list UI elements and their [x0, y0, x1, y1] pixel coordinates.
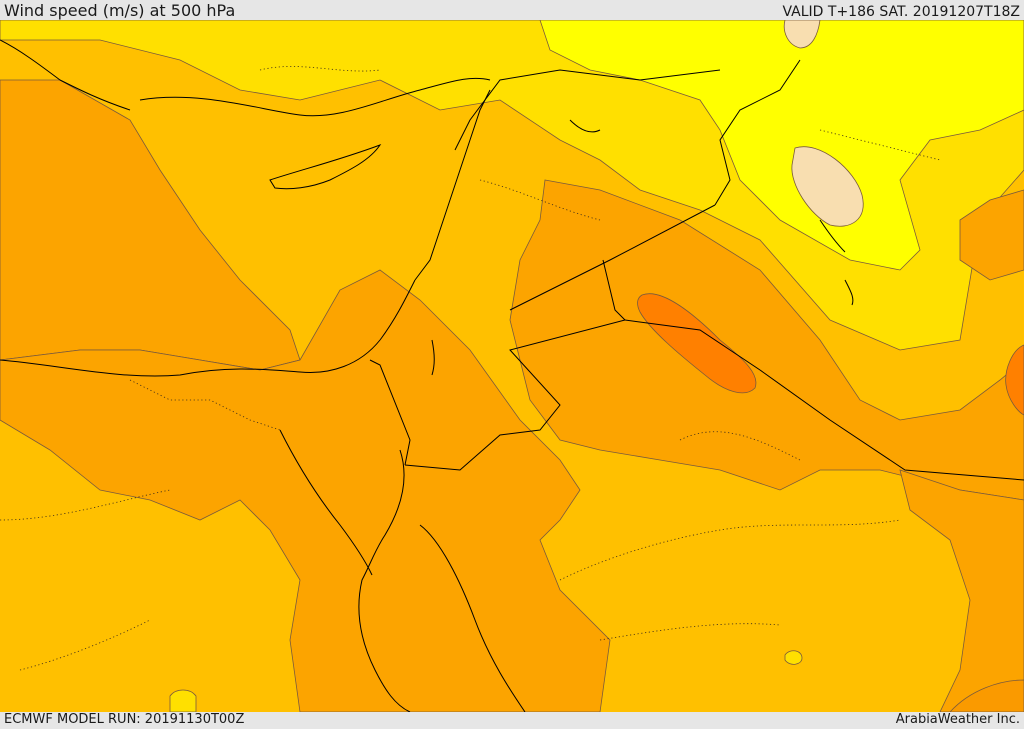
contour-small-ring-egypt [169, 689, 197, 712]
wind-speed-map [0, 20, 1024, 712]
band-lightest-center [791, 146, 864, 227]
coastlines [0, 39, 854, 712]
band-orange-egypt [0, 269, 611, 712]
admin-boundaries [0, 66, 941, 671]
footer-bar: ECMWF MODEL RUN: 20191130T00Z ArabiaWeat… [0, 712, 1024, 729]
band-orange-dark-east [1005, 344, 1024, 416]
band-yellow-bright [539, 20, 1024, 271]
valid-time-label: VALID T+186 SAT. 20191207T18Z [782, 4, 1020, 20]
contour-small-ring-south [784, 650, 803, 665]
map-title: Wind speed (m/s) at 500 hPa [4, 1, 236, 20]
band-orange-southeast [899, 469, 1024, 712]
band-lightest-north [783, 20, 821, 49]
borders [369, 59, 1024, 481]
map-canvas [0, 20, 1024, 712]
credit-label: ArabiaWeather Inc. [895, 712, 1020, 727]
model-run-label: ECMWF MODEL RUN: 20191130T00Z [4, 712, 245, 727]
band-orange-east [959, 189, 1024, 281]
header-bar: Wind speed (m/s) at 500 hPa VALID T+186 … [0, 0, 1024, 20]
band-orange-dark-core [637, 293, 757, 394]
